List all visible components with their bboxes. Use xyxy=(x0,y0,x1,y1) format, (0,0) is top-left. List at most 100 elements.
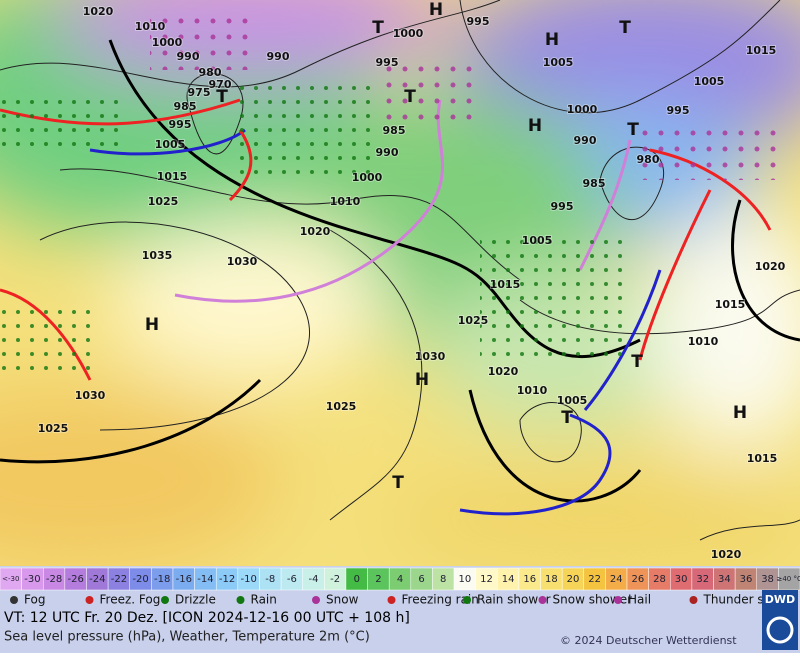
scale-label: -24 xyxy=(89,574,105,585)
pressure-label: 1025 xyxy=(148,195,179,208)
pressure-label: 1020 xyxy=(488,365,519,378)
pressure-center: H xyxy=(545,30,559,50)
pressure-label: 1015 xyxy=(157,170,188,183)
pressure-label: 990 xyxy=(267,50,290,63)
scale-label: -6 xyxy=(287,574,297,585)
scale-label: 18 xyxy=(545,574,558,585)
weather-label: Hail xyxy=(628,593,651,607)
scale-label: 28 xyxy=(653,574,666,585)
weather-label: Rain xyxy=(251,593,277,607)
weather-icon xyxy=(161,596,169,604)
scale-label: 20 xyxy=(567,574,580,585)
scale-label: 12 xyxy=(480,574,493,585)
scale-label: <-30 xyxy=(2,575,19,583)
pressure-label: 995 xyxy=(169,118,192,131)
pressure-label: 1035 xyxy=(142,249,173,262)
pressure-label: 995 xyxy=(667,104,690,117)
scale-label: 0 xyxy=(354,574,360,585)
pressure-center: H xyxy=(733,403,747,423)
pressure-label: 970 xyxy=(209,78,232,91)
pressure-label: 1005 xyxy=(694,75,725,88)
scale-label: -22 xyxy=(111,574,127,585)
pressure-center: T xyxy=(619,18,631,38)
pressure-center: T xyxy=(392,473,404,493)
copyright: © 2024 Deutscher Wetterdienst xyxy=(560,634,737,647)
weather-label: Snow shower xyxy=(553,593,633,607)
pressure-label: 1005 xyxy=(522,234,553,247)
scale-label: 16 xyxy=(523,574,536,585)
pressure-center: H xyxy=(528,116,542,136)
scale-label: -18 xyxy=(154,574,170,585)
pressure-label: 1010 xyxy=(330,195,361,208)
pressure-center: T xyxy=(216,87,228,107)
pressure-center: T xyxy=(561,408,573,428)
pressure-label: 1000 xyxy=(152,36,183,49)
pressure-label: 990 xyxy=(177,50,200,63)
pressure-label: 1010 xyxy=(135,20,166,33)
scale-label: -8 xyxy=(265,574,275,585)
scale-label: -28 xyxy=(46,574,62,585)
pressure-label: 1015 xyxy=(747,452,778,465)
weather-label: Freezing rain xyxy=(402,593,479,607)
pressure-label: 1020 xyxy=(300,225,331,238)
pressure-label: 1030 xyxy=(415,350,446,363)
scale-label: ≥40 °C xyxy=(776,575,800,583)
weather-label: Freez. Fog xyxy=(100,593,161,607)
scale-label: 22 xyxy=(588,574,601,585)
weather-icon xyxy=(387,596,396,604)
pressure-center: T xyxy=(404,87,416,107)
weather-icon xyxy=(463,596,471,604)
weather-icon xyxy=(614,596,622,604)
valid-time: VT: 12 UTC Fr. 20 Dez. [ICON 2024-12-16 … xyxy=(4,610,410,626)
pressure-label: 1025 xyxy=(458,314,489,327)
weather-icon xyxy=(689,596,698,604)
scale-label: -26 xyxy=(68,574,84,585)
logo-text: DWD xyxy=(765,593,795,606)
pressure-label: 990 xyxy=(574,134,597,147)
pressure-center: T xyxy=(631,352,643,372)
pressure-label: 995 xyxy=(551,200,574,213)
scale-label: 6 xyxy=(418,574,424,585)
scale-label: -20 xyxy=(132,574,148,585)
scale-label: -16 xyxy=(176,574,192,585)
pressure-label: 1015 xyxy=(746,44,777,57)
pressure-label: 1010 xyxy=(688,335,719,348)
pressure-center: T xyxy=(627,120,639,140)
scale-label: 2 xyxy=(375,574,381,585)
pressure-label: 1000 xyxy=(567,103,598,116)
pressure-label: 985 xyxy=(174,100,197,113)
weather-icon xyxy=(236,596,245,604)
weather-icon xyxy=(312,596,320,604)
scale-label: 26 xyxy=(631,574,644,585)
pressure-label: 1020 xyxy=(755,260,786,273)
scale-label: 4 xyxy=(397,574,403,585)
scale-label: -4 xyxy=(309,574,319,585)
map: 1020101010009909809759709859951005101510… xyxy=(0,0,800,570)
scale-label: 34 xyxy=(718,574,731,585)
pressure-label: 980 xyxy=(199,66,222,79)
logo-mark xyxy=(766,616,794,644)
weather-label: Fog xyxy=(24,593,45,607)
scale-label: -14 xyxy=(197,574,213,585)
pressure-label: 1020 xyxy=(83,5,114,18)
weather-label: Drizzle xyxy=(175,593,216,607)
logo xyxy=(762,590,798,650)
pressure-label: 1025 xyxy=(38,422,69,435)
scale-label: 8 xyxy=(440,574,446,585)
temperature-scale: <-30 -30 -28 -26 -24 -22 -20 -18 -16 -14 -12 -10 -8-… xyxy=(0,567,800,591)
scale-label: -12 xyxy=(219,574,235,585)
pressure-center: T xyxy=(372,18,384,38)
pressure-labels: 1020101010009909809759709859951005101510… xyxy=(37,0,787,562)
weather-legend: Fog Freez. Fog Drizzle Rain Snow Freezing rai… xyxy=(10,593,792,607)
pressure-label: 1010 xyxy=(517,384,548,397)
pressure-label: 995 xyxy=(376,56,399,69)
scale-label: -30 xyxy=(24,574,40,585)
pressure-center: H xyxy=(415,370,429,390)
pressure-center: H xyxy=(145,315,159,335)
pressure-label: 1015 xyxy=(490,278,521,291)
pressure-label: 1020 xyxy=(711,548,742,561)
pressure-label: 1015 xyxy=(715,298,746,311)
weather-icon xyxy=(10,596,18,604)
weather-label: Snow xyxy=(326,593,359,607)
